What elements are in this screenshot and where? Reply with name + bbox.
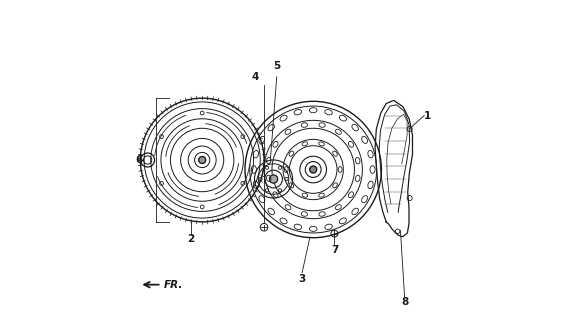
Circle shape (310, 166, 317, 173)
Text: 6: 6 (136, 155, 143, 165)
Text: 3: 3 (299, 274, 306, 284)
Text: 7: 7 (331, 245, 338, 255)
Text: FR.: FR. (164, 280, 183, 290)
Text: 5: 5 (273, 61, 281, 71)
Text: 1: 1 (424, 111, 431, 121)
Text: 4: 4 (252, 72, 259, 82)
Circle shape (198, 156, 205, 164)
Text: 2: 2 (187, 234, 195, 244)
Circle shape (269, 175, 278, 183)
Text: 8: 8 (401, 297, 408, 307)
